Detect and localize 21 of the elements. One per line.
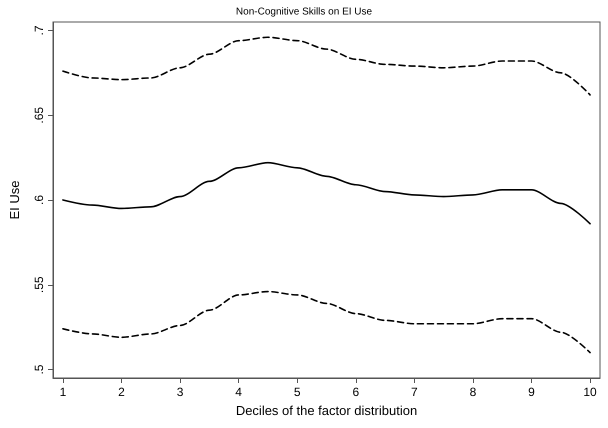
x-tick-label: 1 bbox=[60, 385, 67, 399]
line-series bbox=[62, 36, 591, 96]
y-axis-title: EI Use bbox=[7, 180, 22, 220]
x-tick-label: 2 bbox=[118, 385, 126, 399]
y-tick-label: .65 bbox=[32, 106, 46, 124]
x-tick-label: 6 bbox=[352, 385, 360, 399]
x-tick-label: 9 bbox=[528, 385, 536, 399]
chart-title: Non-Cognitive Skills on EI Use bbox=[236, 6, 373, 18]
x-tick-label: 10 bbox=[583, 385, 598, 399]
line-series bbox=[62, 162, 591, 225]
x-tick-label: 4 bbox=[235, 385, 242, 399]
line-series bbox=[62, 290, 591, 354]
y-tick-label: .5 bbox=[32, 364, 46, 375]
y-tick-label: .6 bbox=[32, 194, 46, 206]
x-axis-title: Deciles of the factor distribution bbox=[236, 403, 418, 418]
x-tick-label: 3 bbox=[176, 385, 184, 399]
x-tick-label: 5 bbox=[294, 385, 301, 399]
y-tick-label: .55 bbox=[32, 276, 46, 294]
x-tick-label: 8 bbox=[470, 385, 477, 399]
y-tick-label: .7 bbox=[32, 25, 46, 36]
x-tick-label: 7 bbox=[411, 385, 418, 399]
